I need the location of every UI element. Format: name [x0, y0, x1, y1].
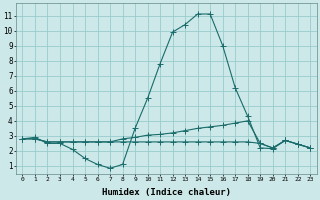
X-axis label: Humidex (Indice chaleur): Humidex (Indice chaleur) [102, 188, 231, 197]
